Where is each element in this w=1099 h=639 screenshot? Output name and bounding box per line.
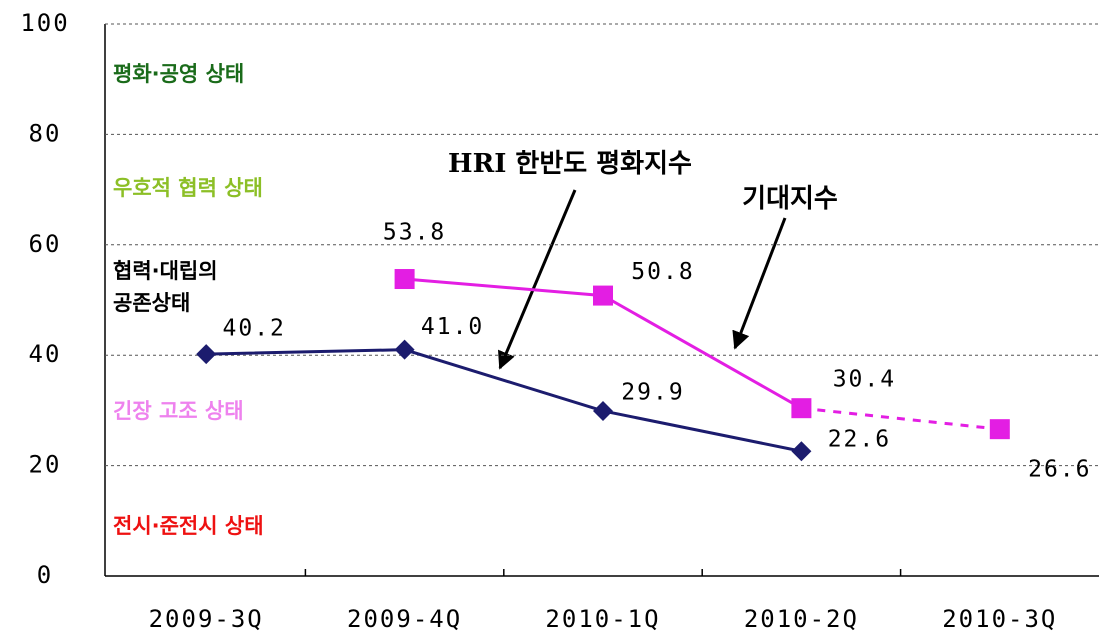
x-tick-label: 2010-3Q: [942, 605, 1057, 633]
y-tick-label: 60: [29, 230, 62, 258]
annotation-arrow: [497, 189, 577, 370]
data-label: 22.6: [828, 427, 891, 453]
data-point: [394, 269, 415, 290]
data-label: 30.4: [833, 367, 896, 393]
y-tick-label: 0: [37, 561, 53, 589]
series-line: [801, 406, 1000, 431]
y-tick-label: 80: [29, 119, 62, 147]
x-tick-label: 2010-2Q: [744, 605, 859, 633]
y-tick-label: 20: [29, 451, 62, 479]
data-point: [394, 339, 415, 360]
series-annotation: 기대지수: [742, 184, 838, 214]
x-tick-label: 2009-3Q: [149, 605, 264, 633]
x-tick-label: 2009-4Q: [347, 605, 462, 633]
zone-label: 공존상태: [113, 291, 190, 315]
data-label: 50.8: [631, 259, 694, 285]
data-label: 40.2: [223, 316, 286, 342]
series-annotation: HRI 한반도 평화지수: [448, 149, 692, 179]
data-label: 29.9: [621, 379, 684, 405]
annotation-arrow: [732, 217, 787, 350]
data-point: [196, 344, 217, 365]
data-point: [791, 441, 812, 462]
data-label: 41.0: [421, 314, 484, 340]
zone-label: 전시·준전시 상태: [113, 514, 264, 538]
y-tick-label: 40: [29, 340, 62, 368]
x-tick-label: 2010-1Q: [545, 605, 660, 633]
data-label: 53.8: [383, 220, 446, 246]
zone-label: 우호적 협력 상태: [113, 176, 263, 200]
data-point: [989, 419, 1010, 440]
zone-label: 긴장 고조 상태: [113, 399, 244, 423]
y-tick-label: 100: [20, 9, 69, 37]
data-point: [593, 285, 613, 306]
zone-label: 협력·대립의: [113, 259, 218, 283]
series-line: [206, 348, 802, 453]
data-point: [593, 400, 613, 421]
data-label: 26.6: [1028, 457, 1091, 483]
data-point: [791, 398, 812, 419]
zone-label: 평화·공영 상태: [113, 62, 244, 86]
